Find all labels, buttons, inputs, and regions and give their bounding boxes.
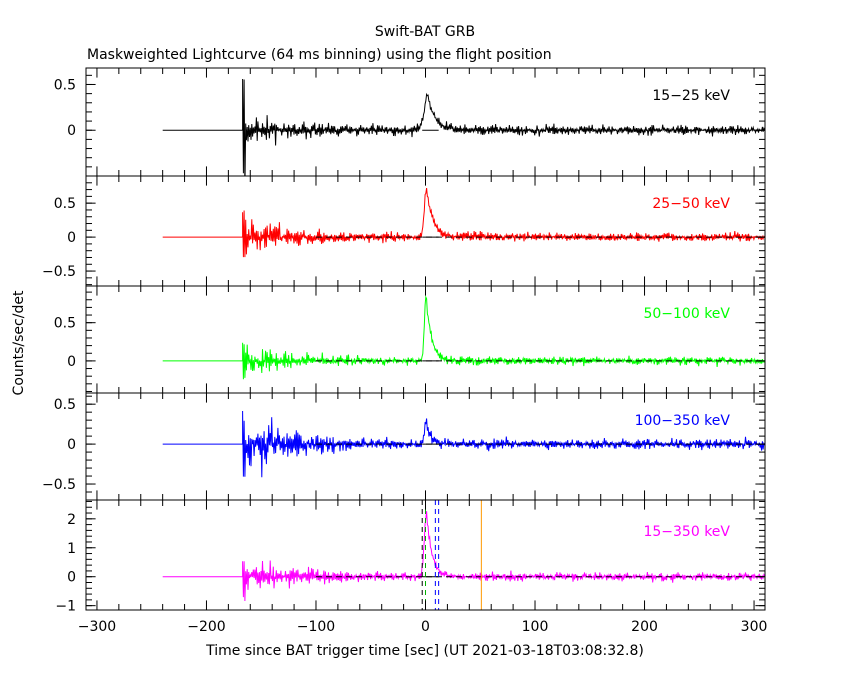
energy-band-label: 100−350 keV bbox=[635, 413, 731, 429]
chart-subtitle: Maskweighted Lightcurve (64 ms binning) … bbox=[87, 47, 552, 63]
x-tick-label: 300 bbox=[741, 619, 768, 635]
panels-group: 0 0.5 15−25 keV −0.5 0 0.5 25−50 keV 0 0.5 50−100… bbox=[42, 67, 766, 615]
panel-25-50-kev: −0.5 0 0.5 25−50 keV bbox=[42, 175, 766, 287]
y-tick-label: 0 bbox=[67, 437, 76, 453]
energy-band-label: 15−350 keV bbox=[643, 524, 730, 540]
panel-15-350-kev: −1 0 1 2 15−350 keV bbox=[55, 499, 766, 615]
panel-15-25-kev: 0 0.5 15−25 keV bbox=[54, 67, 766, 177]
y-tick-label: 0.5 bbox=[54, 77, 76, 93]
y-tick-label: −1 bbox=[55, 599, 76, 615]
y-tick-label: 0.5 bbox=[54, 196, 76, 212]
x-axis: −300 −200 −100 0 100 200 300 bbox=[78, 619, 768, 635]
y-tick-label: −0.5 bbox=[42, 264, 76, 280]
y-axis-label: Counts/sec/det bbox=[11, 290, 27, 395]
x-tick-label: 200 bbox=[631, 619, 658, 635]
x-axis-label: Time since BAT trigger time [sec] (UT 20… bbox=[205, 643, 644, 659]
panel-50-100-kev: 0 0.5 50−100 keV bbox=[54, 285, 766, 394]
lightcurve-trace bbox=[162, 78, 765, 176]
x-tick-label: 0 bbox=[421, 619, 430, 635]
panel-100-350-kev: −0.5 0 0.5 100−350 keV bbox=[42, 392, 766, 501]
y-tick-label: 0.5 bbox=[54, 397, 76, 413]
y-tick-label: 0 bbox=[67, 230, 76, 246]
energy-band-label: 25−50 keV bbox=[652, 196, 730, 212]
y-tick-label: −0.5 bbox=[42, 477, 76, 493]
panel-frame bbox=[85, 67, 766, 177]
y-tick-label: 0.5 bbox=[54, 316, 76, 332]
x-tick-label: −100 bbox=[297, 619, 335, 635]
x-tick-label: −200 bbox=[187, 619, 225, 635]
y-tick-label: 1 bbox=[67, 541, 76, 557]
y-tick-label: 0 bbox=[67, 570, 76, 586]
y-tick-label: 0 bbox=[67, 354, 76, 370]
chart-title: Swift-BAT GRB bbox=[375, 24, 475, 40]
lightcurve-trace bbox=[162, 511, 765, 602]
y-tick-label: 2 bbox=[67, 512, 76, 528]
x-tick-label: 100 bbox=[522, 619, 549, 635]
y-tick-label: 0 bbox=[67, 123, 76, 139]
energy-band-label: 15−25 keV bbox=[652, 88, 730, 104]
x-tick-label: −300 bbox=[78, 619, 116, 635]
energy-band-label: 50−100 keV bbox=[643, 306, 730, 322]
